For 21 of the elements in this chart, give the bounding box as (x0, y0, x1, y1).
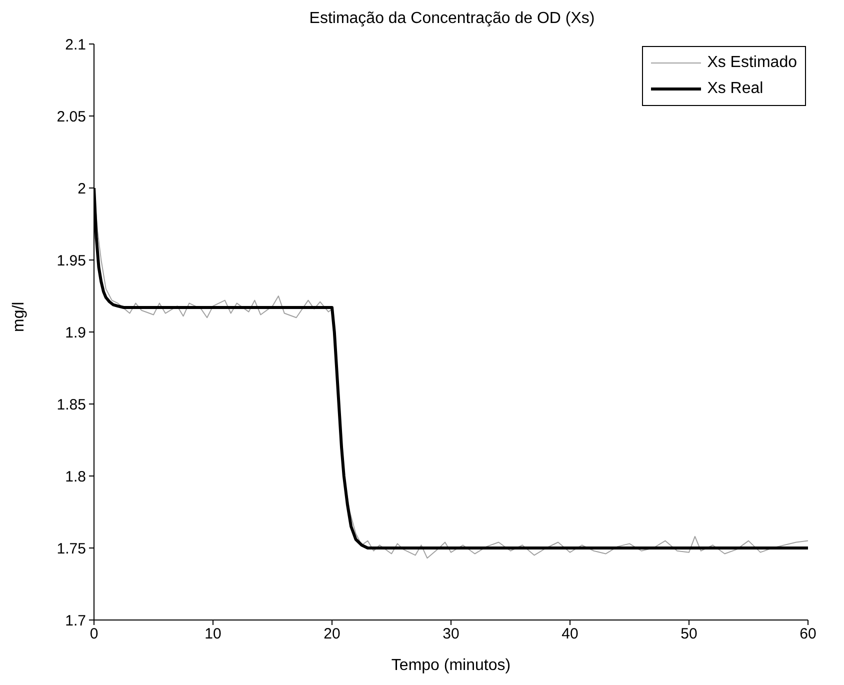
y-tick-label: 1.8 (65, 468, 86, 486)
y-tick-label: 2.1 (65, 36, 86, 54)
y-tick-label: 1.75 (56, 540, 86, 558)
x-tick-label: 0 (90, 626, 98, 643)
legend-label: Xs Real (707, 80, 764, 98)
y-tick-label: 1.95 (56, 252, 86, 270)
chart-title: Estimação da Concentração de OD (Xs) (308, 9, 596, 29)
x-axis-title: Tempo (minutos) (391, 657, 511, 674)
y-axis-title: mg/l (10, 302, 28, 332)
x-tick-label: 50 (680, 626, 698, 643)
x-tick-label: 30 (442, 626, 460, 643)
y-tick-label: 2.05 (56, 108, 86, 126)
x-tick-label: 10 (204, 626, 222, 643)
y-tick-label: 1.9 (65, 324, 86, 342)
x-tick-label: 20 (324, 626, 340, 643)
x-tick-label: 60 (800, 626, 816, 643)
x-tick-label: 40 (562, 626, 578, 643)
legend-label: Xs Estimado (707, 54, 797, 72)
y-tick-label: 1.7 (65, 612, 86, 630)
y-tick-label: 1.85 (56, 396, 86, 414)
y-tick-label: 2 (78, 180, 86, 198)
